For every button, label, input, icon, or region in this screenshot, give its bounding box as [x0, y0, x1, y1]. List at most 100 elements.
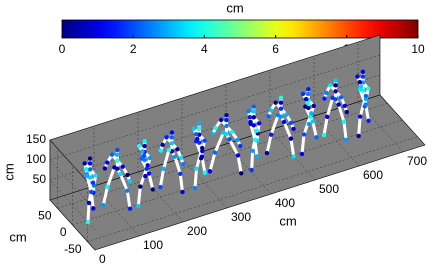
- joint: [202, 138, 207, 143]
- bone: [125, 189, 132, 211]
- joint: [273, 100, 278, 105]
- joint: [197, 126, 202, 131]
- joint: [355, 74, 360, 79]
- z-axis-label: cm: [1, 163, 16, 180]
- joint: [212, 150, 218, 155]
- joint: [322, 96, 327, 101]
- bone: [86, 201, 91, 224]
- joint: [360, 69, 366, 75]
- joint: [238, 143, 243, 149]
- joint: [278, 100, 284, 105]
- y-tick-label: 50: [38, 209, 52, 223]
- z-tick-label: 150: [26, 132, 46, 146]
- joint: [278, 95, 284, 101]
- joint: [82, 161, 87, 166]
- joint: [115, 152, 120, 157]
- y-axis-label: cm: [9, 229, 26, 244]
- grid-line: [49, 139, 96, 191]
- grid-line: [93, 185, 140, 237]
- joint: [224, 123, 229, 129]
- joint: [202, 170, 208, 176]
- joint: [333, 78, 338, 83]
- x-tick-label: 0: [99, 252, 106, 266]
- joint: [115, 158, 120, 163]
- joint: [84, 173, 90, 179]
- bone: [269, 113, 280, 137]
- joint: [366, 86, 371, 91]
- joint: [136, 203, 141, 209]
- joint: [357, 87, 363, 92]
- bone: [89, 190, 95, 210]
- bone: [236, 153, 243, 175]
- joint: [172, 154, 178, 159]
- joint: [306, 91, 311, 97]
- joint: [180, 189, 185, 195]
- bone: [101, 185, 109, 207]
- joint: [235, 137, 240, 143]
- joint: [341, 119, 347, 124]
- joint: [288, 136, 294, 141]
- bone: [118, 172, 129, 193]
- joint: [115, 147, 120, 153]
- joint: [235, 153, 241, 158]
- joint: [218, 117, 224, 123]
- bone: [311, 119, 318, 139]
- joint: [146, 171, 152, 176]
- joint: [213, 125, 218, 131]
- joint: [251, 109, 256, 114]
- joint: [158, 148, 163, 153]
- colorbar-label: cm: [226, 0, 243, 15]
- bone: [357, 115, 362, 138]
- joint: [291, 154, 296, 159]
- joint: [86, 200, 92, 206]
- joint: [252, 137, 258, 143]
- joint: [125, 172, 130, 178]
- joint: [343, 137, 349, 143]
- joint: [145, 163, 150, 168]
- joint: [328, 83, 333, 88]
- joint: [251, 104, 256, 109]
- joint: [310, 119, 315, 124]
- joint: [357, 114, 363, 119]
- bone: [178, 172, 184, 194]
- joint: [250, 148, 255, 154]
- colorbar: [61, 19, 419, 39]
- bone: [194, 139, 204, 159]
- joint: [268, 132, 274, 137]
- x-tick-label: 400: [275, 196, 295, 210]
- joint: [142, 139, 147, 144]
- joint: [139, 156, 144, 161]
- joint: [248, 121, 253, 127]
- bone: [253, 138, 259, 158]
- x-tick-label: 300: [231, 210, 251, 224]
- x-tick-label: 600: [363, 168, 383, 182]
- joint: [87, 167, 93, 172]
- joint: [169, 135, 175, 140]
- joint: [363, 93, 369, 99]
- joint: [178, 155, 184, 161]
- joint: [144, 166, 150, 171]
- joint: [160, 142, 165, 148]
- joint: [140, 149, 145, 154]
- joint: [303, 97, 309, 102]
- joint: [125, 188, 130, 193]
- joint: [175, 147, 180, 152]
- joint: [180, 161, 186, 167]
- y-tick-label: 0: [60, 225, 67, 239]
- joint: [166, 147, 172, 153]
- joint: [268, 108, 274, 113]
- joint: [127, 206, 133, 211]
- grid-line: [72, 119, 403, 226]
- colorbar-tick-label: 4: [201, 42, 208, 56]
- bone: [325, 96, 335, 119]
- bone: [289, 137, 296, 159]
- grid-line: [49, 179, 96, 231]
- joint: [281, 119, 287, 125]
- joint: [321, 132, 327, 138]
- y-tick-label: -50: [64, 242, 82, 256]
- joint: [344, 109, 349, 115]
- x-tick-label: 100: [143, 238, 163, 252]
- joint: [89, 189, 94, 195]
- bone: [147, 172, 155, 191]
